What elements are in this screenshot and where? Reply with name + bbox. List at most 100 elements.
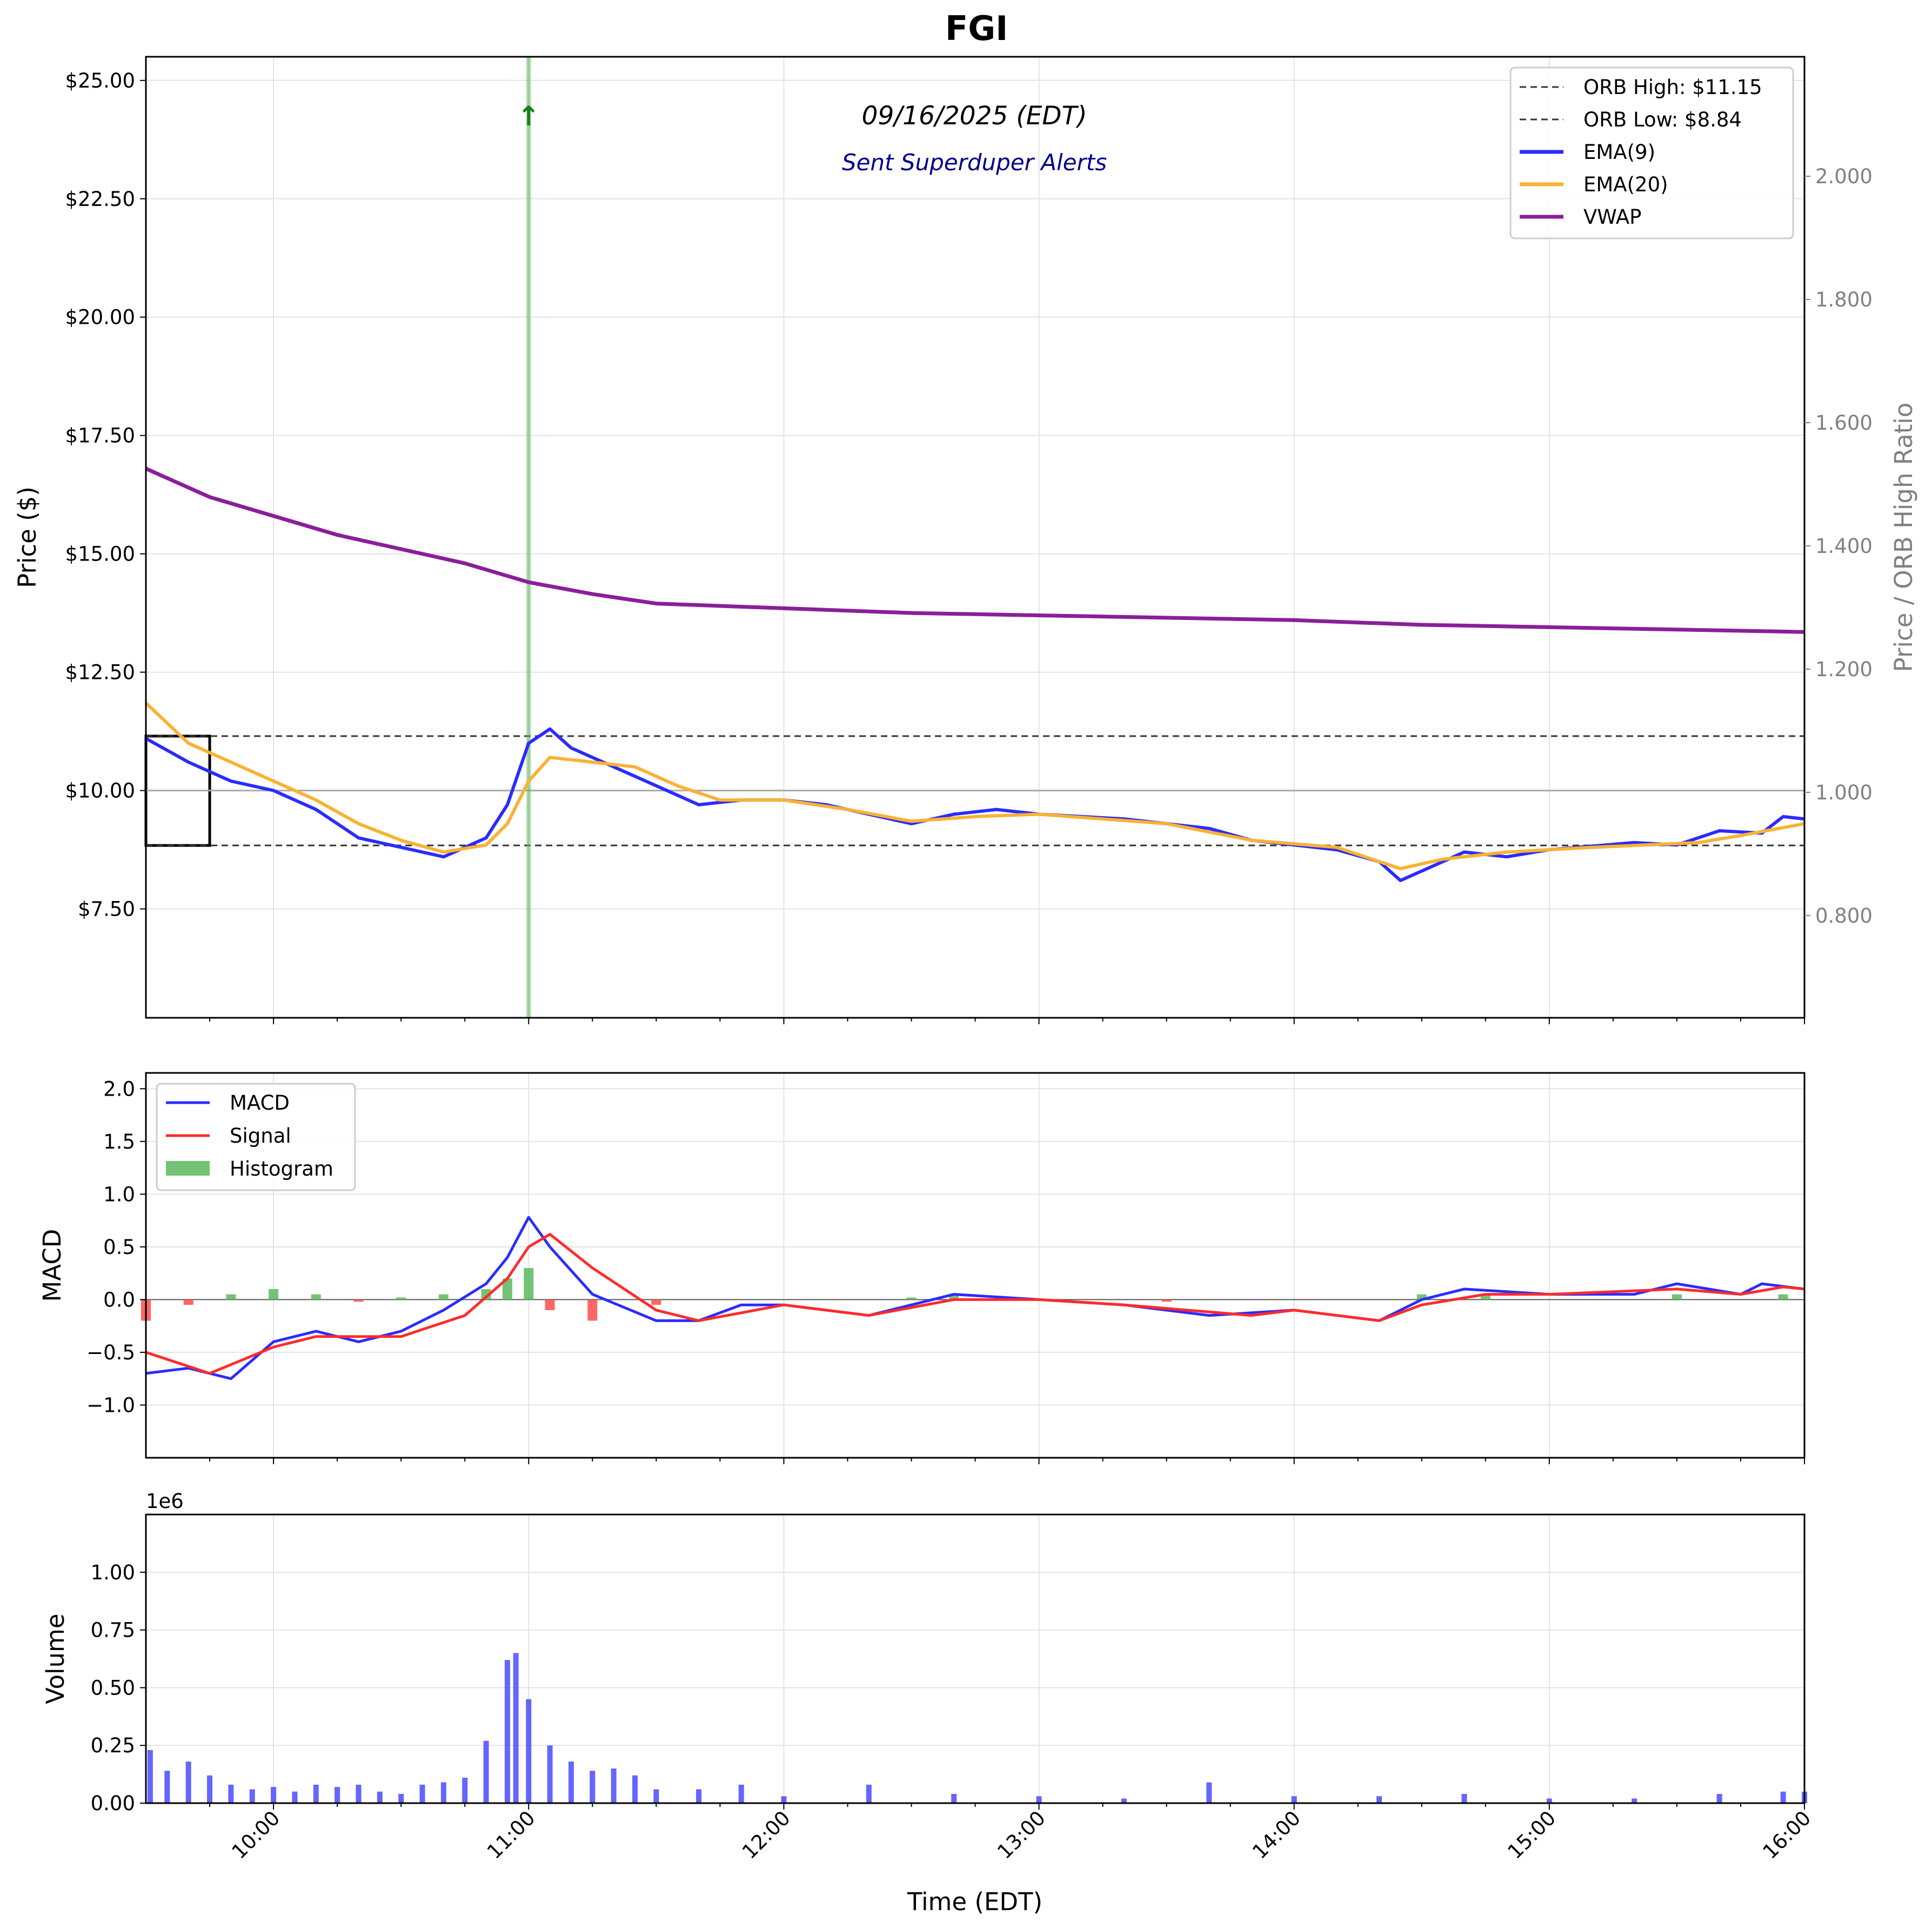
volume-bar xyxy=(377,1791,383,1803)
macd-histogram-bar xyxy=(524,1267,534,1300)
volume-bar xyxy=(1780,1791,1786,1803)
macd-y-tick-label: 0.5 xyxy=(103,1236,135,1259)
volume-bar xyxy=(249,1789,255,1803)
volume-bar xyxy=(1121,1798,1127,1803)
volume-bar xyxy=(653,1789,659,1803)
macd-panel: −1.0 −0.5 0.0 0.5 1.0 1.5 2.0 MACD MACD Signal… xyxy=(38,1072,1806,1464)
volume-y-tick-label: 0.50 xyxy=(91,1676,135,1699)
volume-bar xyxy=(568,1762,574,1803)
macd-histogram-bar xyxy=(269,1289,279,1300)
macd-y-tick-label: −0.5 xyxy=(86,1341,135,1364)
macd-histogram-bar xyxy=(502,1278,512,1300)
volume-gridlines xyxy=(146,1515,1805,1804)
volume-x-tick-label: 14:00 xyxy=(1248,1806,1305,1864)
ratio-y-tick-label: 1.600 xyxy=(1815,411,1873,435)
price-y-tick-label: $7.50 xyxy=(78,898,135,921)
volume-bar xyxy=(335,1787,340,1803)
volume-bar xyxy=(513,1653,519,1803)
macd-histogram-bar xyxy=(587,1299,598,1321)
volume-offset-label: 1e6 xyxy=(146,1490,184,1513)
ratio-y-ticks: 0.800 1.000 1.200 1.400 1.600 1.800 2.000 xyxy=(1804,165,1873,928)
volume-x-tick-label: 11:00 xyxy=(483,1806,540,1864)
volume-bar xyxy=(696,1789,701,1803)
volume-bar xyxy=(611,1768,617,1803)
volume-x-tick-label: 16:00 xyxy=(1759,1806,1816,1864)
volume-y-tick-label: 0.75 xyxy=(91,1619,135,1642)
legend-label-orb-high: ORB High: $11.15 xyxy=(1583,76,1762,99)
ratio-y-tick-label: 1.200 xyxy=(1815,658,1873,681)
alert-label: Sent Superduper Alerts xyxy=(842,149,1107,176)
macd-histogram-bar xyxy=(1161,1299,1172,1302)
ratio-y-tick-label: 1.400 xyxy=(1815,535,1873,558)
volume-bar xyxy=(440,1782,446,1803)
price-y-ticks: $7.50 $10.00 $12.50 $15.00 $17.50 $20.00 $22.5… xyxy=(65,69,146,921)
volume-bar xyxy=(228,1784,234,1803)
volume-bar xyxy=(292,1791,298,1803)
volume-bar xyxy=(632,1775,638,1803)
series-line-macd xyxy=(145,1216,1805,1380)
ratio-y-tick-label: 0.800 xyxy=(1815,904,1873,928)
volume-bar xyxy=(1546,1798,1552,1803)
series-line-ema9 xyxy=(145,727,1805,882)
volume-x-tick-label: 15:00 xyxy=(1503,1806,1560,1864)
volume-y-ticks: 0.00 0.25 0.50 0.75 1.00 xyxy=(91,1561,146,1815)
macd-axes-frame xyxy=(145,1072,1806,1459)
price-x-ticks xyxy=(209,1018,1805,1024)
volume-bar xyxy=(1461,1793,1467,1803)
volume-bar xyxy=(504,1660,510,1803)
macd-y-tick-label: −1.0 xyxy=(86,1393,135,1417)
volume-x-tick-label: 13:00 xyxy=(993,1806,1050,1864)
price-panel: ↑ 09/16/2025 (EDT) Sent Superduper Alert… xyxy=(13,56,1918,1024)
price-legend-frame xyxy=(1509,66,1794,239)
volume-panel: 0.00 0.25 0.50 0.75 1.00 10:00 11:00 12:00 13:0… xyxy=(41,1490,1815,1916)
legend-label-histogram: Histogram xyxy=(230,1157,333,1180)
price-y-tick-label: $20.00 xyxy=(65,306,135,329)
date-label: 09/16/2025 (EDT) xyxy=(861,101,1087,131)
price-legend: ORB High: $11.15 ORB Low: $8.84 EMA(9) E… xyxy=(1509,66,1794,239)
macd-histogram-bar xyxy=(651,1299,661,1305)
macd-histogram-bar xyxy=(906,1297,917,1300)
volume-bar xyxy=(1716,1793,1722,1803)
macd-y-tick-label: 1.0 xyxy=(103,1183,135,1206)
volume-bar xyxy=(398,1793,404,1803)
volume-bar xyxy=(951,1793,957,1803)
macd-histogram-bar xyxy=(949,1294,959,1300)
volume-bar xyxy=(738,1784,744,1803)
volume-bar xyxy=(547,1745,553,1803)
volume-bar xyxy=(313,1784,319,1803)
legend-label-ema20: EMA(20) xyxy=(1583,173,1668,196)
alert-arrow-icon: ↑ xyxy=(517,101,540,132)
price-y-tick-label: $17.50 xyxy=(65,424,135,448)
volume-bar xyxy=(419,1784,425,1803)
macd-histogram-bar xyxy=(353,1299,364,1302)
volume-bar xyxy=(271,1787,277,1803)
volume-axes-frame xyxy=(145,1513,1806,1804)
chart-title: FGI xyxy=(945,9,1008,48)
price-y-tick-label: $22.50 xyxy=(65,188,135,211)
macd-histogram-bars xyxy=(141,1267,1788,1321)
volume-y-tick-label: 0.25 xyxy=(91,1734,135,1757)
macd-y-label: MACD xyxy=(38,1229,66,1302)
legend-label-orb-low: ORB Low: $8.84 xyxy=(1583,108,1742,131)
price-series-lines xyxy=(144,466,1805,882)
series-line-signal xyxy=(145,1233,1805,1375)
volume-bar xyxy=(526,1699,532,1803)
macd-gridlines xyxy=(146,1073,1805,1458)
legend-swatch-histogram xyxy=(166,1161,210,1176)
macd-histogram-bar xyxy=(1672,1294,1682,1300)
volume-bar xyxy=(590,1771,596,1803)
price-y-tick-label: $12.50 xyxy=(65,661,135,684)
macd-y-tick-label: 1.5 xyxy=(103,1130,135,1153)
price-y-tick-label: $15.00 xyxy=(65,543,135,566)
volume-bar xyxy=(866,1784,872,1803)
legend-label-vwap: VWAP xyxy=(1583,205,1642,229)
volume-bar xyxy=(356,1784,362,1803)
ratio-y-tick-label: 2.000 xyxy=(1815,165,1873,188)
macd-histogram-bar xyxy=(183,1299,193,1305)
legend-label-macd: MACD xyxy=(230,1091,290,1115)
macd-histogram-bar xyxy=(1778,1294,1788,1300)
volume-bar xyxy=(781,1796,787,1803)
volume-bar xyxy=(1291,1796,1297,1803)
volume-x-tick-label: 10:00 xyxy=(228,1806,285,1864)
x-axis-label: Time (EDT) xyxy=(907,1887,1042,1916)
